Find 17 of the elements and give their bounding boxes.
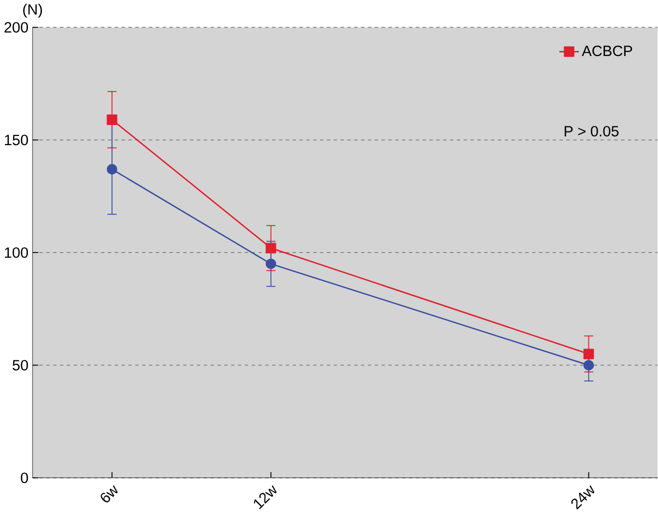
x-tick-label: 6w bbox=[100, 485, 118, 502]
point bbox=[106, 114, 118, 125]
point bbox=[583, 360, 594, 370]
y-tick-label: 50 bbox=[12, 360, 28, 370]
annotation: P > 0.05 bbox=[564, 126, 619, 136]
point bbox=[106, 164, 118, 174]
y-tick-label: 150 bbox=[4, 134, 28, 145]
point bbox=[266, 242, 276, 254]
x-tick-label: 12w bbox=[254, 485, 277, 510]
x-tick-label: 24w bbox=[571, 485, 594, 510]
point bbox=[583, 348, 594, 359]
y-tick-label: 0 bbox=[20, 472, 28, 483]
legend-label: ACBCP bbox=[582, 45, 632, 56]
y-tick-label: 200 bbox=[4, 22, 28, 32]
point bbox=[266, 258, 276, 269]
y-axis-title: (N) bbox=[23, 4, 42, 18]
y-tick-label: 100 bbox=[4, 247, 28, 258]
